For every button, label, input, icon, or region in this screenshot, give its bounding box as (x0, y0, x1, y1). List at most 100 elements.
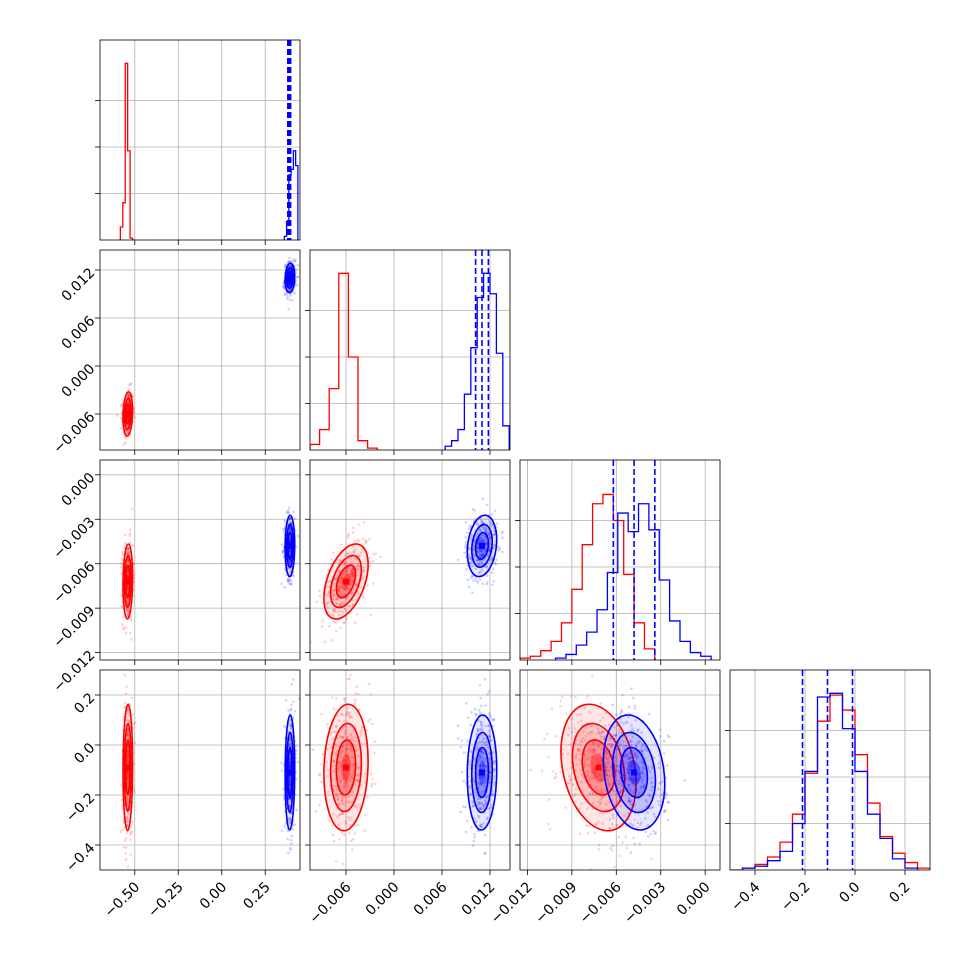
sample-point (491, 724, 495, 728)
sample-point (597, 744, 601, 748)
sample-point (598, 802, 602, 806)
sample-point (574, 695, 577, 699)
histogram-blue (283, 150, 299, 240)
sample-point (470, 799, 474, 803)
sample-point (478, 758, 481, 762)
sample-point (483, 778, 486, 782)
sample-point (126, 575, 130, 578)
sample-point (339, 579, 342, 583)
sample-point (358, 803, 362, 806)
sample-point (484, 776, 488, 780)
sample-point (289, 742, 292, 745)
sample-point (569, 694, 573, 698)
sample-point (481, 497, 485, 500)
sample-point (288, 527, 292, 531)
sample-point (484, 549, 487, 552)
sample-point (501, 530, 505, 534)
sample-point (341, 812, 344, 815)
sample-point (578, 743, 582, 746)
sample-point (350, 716, 354, 719)
sample-point (339, 754, 342, 757)
sample-point (318, 773, 322, 777)
sample-point (626, 777, 630, 780)
y-tick-label: 0.2 (71, 690, 98, 717)
sample-point (125, 685, 128, 688)
sample-point (120, 402, 124, 406)
sample-point (569, 779, 573, 782)
sample-point (474, 820, 478, 823)
sample-point (126, 824, 130, 828)
sample-point (654, 831, 658, 834)
sample-point (492, 529, 496, 533)
sample-point (477, 708, 481, 712)
sample-point (476, 729, 480, 732)
contour-line (581, 739, 616, 796)
sample-point (353, 804, 357, 808)
sample-point (329, 562, 333, 566)
sample-point (591, 675, 594, 678)
sample-point (629, 822, 632, 825)
histogram-blue (741, 692, 919, 870)
sample-point (286, 297, 289, 301)
sample-point (122, 828, 125, 831)
x-tick-label: −0.003 (621, 879, 669, 927)
sample-point (474, 576, 477, 580)
sample-point (281, 551, 285, 555)
sample-point (133, 741, 137, 744)
sample-point (356, 538, 359, 542)
sample-point (481, 782, 484, 785)
contour-line (284, 514, 296, 578)
sample-point (600, 788, 603, 791)
sample-point (484, 538, 487, 541)
sample-point (652, 812, 656, 816)
sample-point (485, 503, 489, 507)
sample-point (469, 723, 472, 727)
sample-point (289, 848, 293, 852)
sample-point (488, 536, 492, 539)
sample-point (635, 753, 639, 757)
sample-point (342, 697, 346, 701)
sample-point (288, 777, 291, 780)
sample-point (607, 800, 611, 804)
sample-point (126, 750, 130, 753)
sample-point (339, 751, 342, 755)
sample-point (343, 697, 347, 700)
sample-point (652, 786, 655, 789)
sample-point (339, 626, 343, 630)
sample-point (126, 798, 130, 801)
sample-point (126, 574, 130, 578)
sample-point (344, 750, 347, 754)
sample-point (335, 793, 339, 796)
sample-point (483, 741, 487, 745)
sample-point (629, 799, 632, 803)
sample-point (480, 721, 483, 725)
sample-point (355, 565, 358, 569)
sample-point (289, 818, 292, 821)
x-tick-label: 0.000 (363, 879, 403, 919)
sample-point (340, 575, 344, 579)
sample-point (629, 761, 633, 764)
sample-point (125, 429, 129, 433)
sample-point (337, 586, 340, 590)
sample-point (346, 770, 349, 774)
sample-point (126, 416, 130, 420)
sample-point (479, 696, 482, 700)
sample-point (641, 742, 644, 746)
sample-point (464, 805, 467, 809)
sample-point (632, 790, 635, 794)
sample-point (621, 784, 624, 787)
sample-point (479, 767, 483, 771)
sample-point (126, 609, 129, 613)
sample-point (647, 712, 651, 716)
panel-3-0: −0.4−0.20.00.2−0.50 −0.25 0.00 0.25 (63, 669, 301, 921)
sample-point (627, 784, 630, 787)
sample-point (494, 562, 498, 566)
sample-point (478, 553, 481, 556)
sample-point (479, 823, 483, 826)
sample-point (333, 577, 337, 580)
sample-point (590, 771, 594, 774)
sample-point (471, 565, 475, 568)
sample-point (488, 520, 491, 523)
sample-point (330, 696, 334, 699)
sample-point (481, 563, 484, 566)
